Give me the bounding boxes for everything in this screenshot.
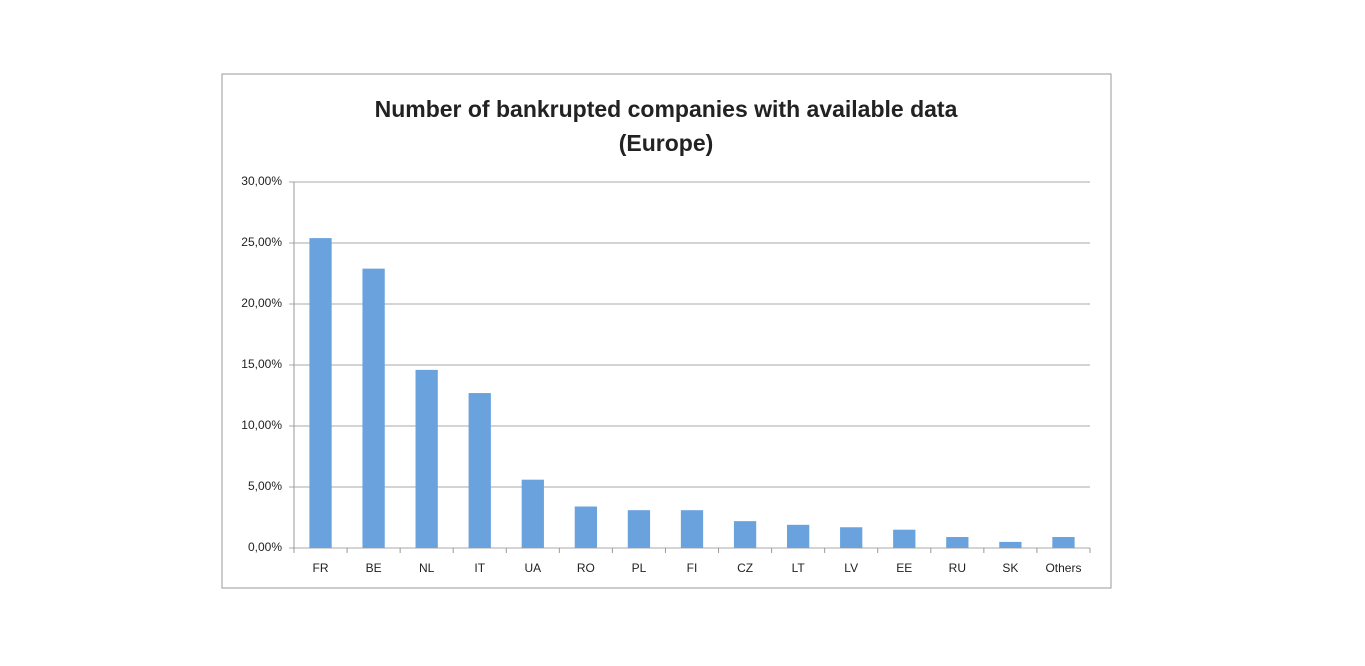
bar [574, 506, 598, 548]
y-tick-label: 25,00% [241, 235, 282, 249]
x-tick-label: UA [524, 561, 541, 575]
bar [840, 527, 863, 548]
bar [362, 268, 385, 548]
x-tick-label: LV [844, 561, 858, 575]
y-tick-label: 10,00% [241, 418, 282, 432]
x-tick-label: RO [577, 561, 595, 575]
chart-title: Number of bankrupted companies with avai… [375, 96, 958, 122]
x-tick-label: NL [419, 561, 435, 575]
bar [415, 369, 438, 548]
y-tick-label: 20,00% [241, 296, 282, 310]
bar [946, 537, 969, 548]
x-tick-label: RU [949, 561, 966, 575]
chart-title: (Europe) [619, 130, 714, 156]
x-tick-label: LT [792, 561, 806, 575]
x-tick-label: IT [474, 561, 485, 575]
x-tick-label: SK [1002, 561, 1018, 575]
y-tick-label: 30,00% [241, 174, 282, 188]
bar [521, 479, 544, 548]
bar [893, 529, 916, 548]
bar [733, 521, 757, 548]
bar [627, 510, 651, 548]
bar [468, 393, 491, 548]
y-tick-label: 5,00% [248, 479, 282, 493]
x-tick-label: PL [632, 561, 647, 575]
x-tick-label: FI [687, 561, 698, 575]
x-tick-label: Others [1045, 561, 1081, 575]
x-tick-label: CZ [737, 561, 753, 575]
y-tick-label: 0,00% [248, 540, 282, 554]
bar [999, 541, 1022, 548]
x-tick-label: FR [313, 561, 329, 575]
bar [680, 510, 704, 548]
bar [1052, 537, 1075, 548]
x-tick-label: EE [896, 561, 912, 575]
bar [309, 238, 332, 548]
bar [786, 524, 810, 548]
y-tick-label: 15,00% [241, 357, 282, 371]
x-tick-label: BE [366, 561, 382, 575]
